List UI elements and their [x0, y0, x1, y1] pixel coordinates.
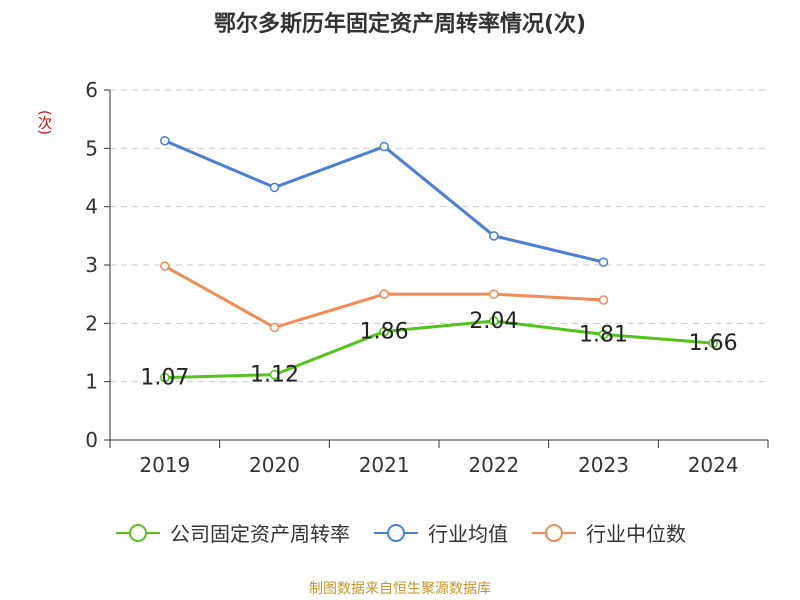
- x-tick-label: 2021: [359, 453, 410, 477]
- axes: 0 1 2 3 4 5 6 2019 2020 2021 2022 2023 2024: [85, 78, 769, 477]
- x-tick-label: 2024: [688, 453, 739, 477]
- company-series-point: [160, 372, 170, 383]
- company-series-point: [379, 326, 389, 337]
- legend-marker-company: [116, 523, 160, 542]
- x-tick-label: 2022: [468, 453, 519, 477]
- legend-label-company: 公司固定资产周转率: [170, 522, 350, 546]
- x-tick-label: 2023: [578, 453, 629, 477]
- legend-marker-industry-median: [532, 523, 576, 542]
- industry-mean-series-point: [269, 182, 280, 193]
- company-series-point: [598, 329, 609, 340]
- y-tick-label: 1: [85, 370, 98, 394]
- data-label: 1.66: [689, 331, 738, 356]
- legend-marker-industry-mean: [374, 523, 418, 542]
- company-series-point: [708, 338, 718, 348]
- y-tick-label: 2: [85, 311, 98, 335]
- data-labels: 1.07 1.12 1.86 2.04 1.81 1.66: [140, 309, 737, 391]
- y-tick-label: 5: [85, 136, 98, 160]
- company-series-line: [164, 319, 714, 380]
- source-note: 制图数据来自恒生聚源数据库: [309, 581, 491, 597]
- industry-median-series-point: [489, 289, 499, 299]
- legend: 公司固定资产周转率 行业均值 行业中位数: [0, 518, 800, 547]
- y-tick-label: 3: [85, 253, 98, 277]
- industry-median-series-point: [269, 322, 280, 333]
- data-label: 1.07: [140, 366, 189, 391]
- chart-title: 鄂尔多斯历年固定资产周转率情况(次): [213, 12, 587, 37]
- industry-median-series-point: [598, 295, 609, 305]
- legend-label-industry-mean: 行业均值: [428, 522, 508, 546]
- x-tick-label: 2019: [139, 453, 190, 477]
- company-series-point: [489, 316, 499, 326]
- industry-mean-series-point: [489, 231, 499, 241]
- legend-item-company[interactable]: 公司固定资产周转率: [114, 518, 350, 547]
- industry-mean-series-point: [379, 141, 389, 152]
- industry-mean-series-point: [160, 136, 170, 146]
- data-label: 1.81: [579, 322, 628, 347]
- legend-label-industry-median: 行业中位数: [586, 522, 686, 546]
- y-tick-label: 0: [85, 428, 98, 452]
- data-label: 2.04: [469, 309, 518, 334]
- industry-mean-series-point: [598, 257, 609, 267]
- industry-median-series-point: [379, 289, 389, 299]
- industry-mean-series-line: [164, 139, 604, 264]
- data-label: 1.12: [250, 363, 299, 388]
- company-series-point: [269, 369, 280, 380]
- industry-median-series-point: [160, 261, 170, 271]
- y-axis-label: (次): [36, 110, 52, 135]
- gridlines: [110, 89, 768, 383]
- series-lines: [160, 136, 718, 383]
- data-label: 1.86: [360, 320, 409, 345]
- legend-item-industry-median[interactable]: 行业中位数: [530, 518, 686, 547]
- y-tick-label: 4: [85, 195, 98, 219]
- y-tick-label: 6: [85, 78, 98, 102]
- legend-item-industry-mean[interactable]: 行业均值: [372, 518, 508, 547]
- x-tick-label: 2020: [249, 453, 300, 477]
